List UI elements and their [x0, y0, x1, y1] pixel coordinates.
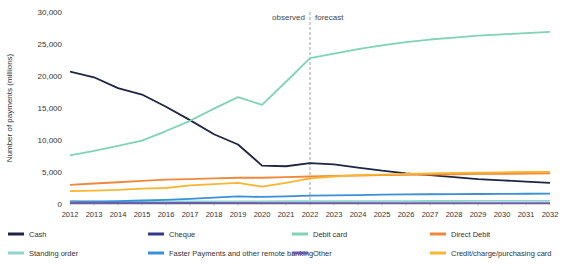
series-line [70, 194, 550, 202]
y-tick [67, 108, 70, 109]
legend-item: Direct Debit [430, 230, 491, 239]
y-tick [67, 172, 70, 173]
y-tick-label: 5,000 [42, 168, 63, 177]
legend-label: Other [313, 249, 332, 258]
x-tick-label: 2030 [494, 210, 511, 219]
legend-swatch [8, 252, 24, 255]
y-tick [67, 76, 70, 77]
plot-area [70, 32, 550, 204]
x-tick-label: 2026 [398, 210, 415, 219]
annotation: observed [272, 13, 305, 22]
legend-item: Debit card [292, 230, 347, 239]
x-tick-label: 2015 [134, 210, 151, 219]
legend-swatch [148, 233, 164, 236]
y-tick [67, 44, 70, 45]
series-line [70, 72, 550, 183]
series-line [70, 201, 550, 203]
y-tick-label: 25,000 [38, 40, 63, 49]
legend-label: Cash [29, 230, 47, 239]
legend-item: Faster Payments and other remote banking [148, 249, 313, 258]
x-tick-label: 2016 [158, 210, 175, 219]
forecast-divider [310, 12, 311, 204]
annotation: forecast [315, 13, 344, 22]
series-line [70, 32, 550, 156]
legend-label: Cheque [169, 230, 195, 239]
x-tick-label: 2024 [350, 210, 367, 219]
legend-label: Debit card [313, 230, 347, 239]
legend-label: Credit/charge/purchasing card [451, 249, 551, 258]
x-tick-label: 2012 [62, 210, 79, 219]
legend-swatch [292, 233, 308, 236]
legend-item: Cash [8, 230, 47, 239]
x-tick-label: 2023 [326, 210, 343, 219]
x-tick-label: 2018 [206, 210, 223, 219]
legend-label: Faster Payments and other remote banking [169, 249, 313, 258]
y-tick-label: 10,000 [38, 136, 63, 145]
y-tick [67, 204, 70, 205]
y-tick-label: 20,000 [38, 72, 63, 81]
x-tick-label: 2019 [230, 210, 247, 219]
x-tick-label: 2028 [446, 210, 463, 219]
y-tick-label: 30,000 [38, 8, 63, 17]
y-tick [67, 140, 70, 141]
legend-swatch [292, 252, 308, 255]
x-tick-label: 2032 [542, 210, 559, 219]
x-tick-label: 2017 [182, 210, 199, 219]
legend-label: Direct Debit [451, 230, 491, 239]
legend-item: Standing order [8, 249, 79, 258]
y-tick-label: 15,000 [38, 104, 63, 113]
x-tick-label: 2013 [86, 210, 103, 219]
x-tick-label: 2022 [302, 210, 319, 219]
y-axis-label: Number of payments (millions) [5, 53, 14, 162]
legend-swatch [148, 252, 164, 255]
chart: 0 5,000 10,000 15,000 20,000 25,000 30,000 2012… [0, 0, 580, 270]
legend-swatch [430, 252, 446, 255]
series-line [70, 172, 550, 191]
legend-item: Cheque [148, 230, 195, 239]
x-tick-label: 2029 [470, 210, 487, 219]
series-line [70, 202, 550, 204]
legend-label: Standing order [29, 249, 79, 258]
x-tick-label: 2027 [422, 210, 439, 219]
x-tick-label: 2021 [278, 210, 295, 219]
y-tick [67, 12, 70, 13]
legend-swatch [8, 233, 24, 236]
y-tick-label: 0 [58, 200, 63, 209]
legend-item: Credit/charge/purchasing card [430, 249, 551, 258]
legend-item: Other [292, 249, 332, 258]
x-tick-label: 2020 [254, 210, 271, 219]
x-tick-label: 2014 [110, 210, 127, 219]
legend-swatch [430, 233, 446, 236]
x-tick-label: 2025 [374, 210, 391, 219]
x-tick-label: 2031 [518, 210, 535, 219]
